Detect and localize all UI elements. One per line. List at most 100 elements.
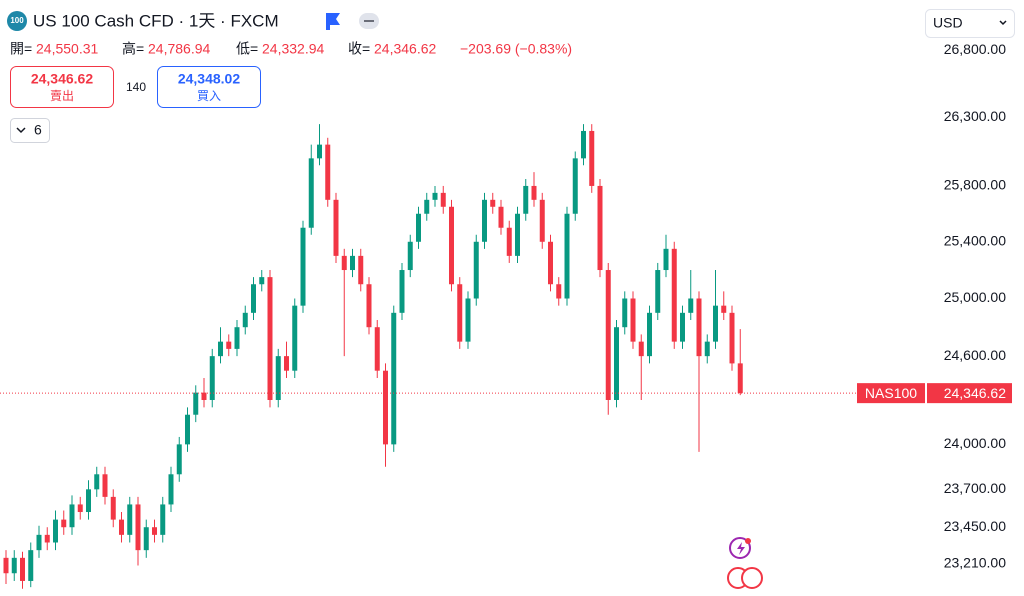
candle-body: [572, 158, 578, 214]
candle-body: [61, 519, 67, 528]
chevron: [999, 20, 1007, 26]
candle-body: [160, 504, 166, 535]
candle-body: [152, 527, 157, 535]
symbol-title[interactable]: US 100 Cash CFD · 1天 · FXCM: [33, 11, 279, 30]
candle-body: [506, 227, 512, 256]
candle-body: [325, 144, 331, 200]
candle-body: [737, 363, 743, 394]
candle-body: [729, 312, 735, 364]
low-label: 低=: [236, 41, 258, 57]
candle-body: [432, 192, 438, 200]
candle-body: [383, 370, 388, 445]
candle-body: [300, 227, 306, 306]
candle-body: [44, 534, 50, 543]
candle-body: [605, 270, 611, 400]
badge-text: 100: [10, 16, 24, 25]
candle-body: [457, 284, 463, 342]
candle-body: [143, 527, 149, 551]
spread: 140: [126, 80, 146, 94]
y-tick-label: 24,000.00: [944, 435, 1006, 451]
candle-body: [539, 199, 545, 242]
candle-body: [119, 519, 124, 535]
y-tick-label: 25,400.00: [944, 232, 1006, 248]
candle-body: [449, 206, 454, 285]
candle-body: [127, 504, 133, 535]
candle-body: [242, 312, 248, 328]
y-tick-label: 23,700.00: [944, 480, 1006, 496]
indicator-count: 6: [34, 122, 42, 138]
candle-body: [490, 199, 496, 207]
y-tick-label: 23,450.00: [944, 518, 1006, 534]
candle-body: [655, 270, 661, 313]
currency: USD: [933, 15, 963, 31]
sell-button[interactable]: [10, 66, 114, 108]
candle-body: [581, 130, 586, 159]
candle-body: [548, 241, 553, 285]
candle-body: [251, 284, 256, 313]
candle-body: [399, 270, 405, 313]
candle-body: [292, 305, 298, 371]
candle-body: [209, 356, 215, 400]
candle-body: [36, 534, 42, 551]
candle-body: [358, 255, 364, 285]
candle-body: [110, 496, 116, 520]
candle-body: [168, 474, 174, 505]
candle-body: [350, 255, 355, 271]
candle-body: [341, 255, 347, 271]
candle-body: [333, 199, 339, 256]
price-tag-text: 24,346.62: [944, 385, 1006, 401]
candle-body: [135, 504, 141, 551]
indicator-toggle[interactable]: [10, 118, 50, 143]
candle-body: [374, 327, 380, 371]
candle-body: [226, 341, 232, 349]
candle-body: [688, 298, 694, 313]
candle-body: [366, 284, 372, 328]
candle-body: [20, 557, 25, 581]
change-value: −203.69 (−0.83%): [460, 41, 572, 57]
flag-icon[interactable]: [326, 13, 340, 30]
candle-body: [465, 298, 471, 342]
high-value: 24,786.94: [148, 41, 210, 57]
candle-body: [416, 213, 421, 242]
candle-body: [523, 185, 529, 214]
buy-price: 24,348.02: [178, 71, 240, 87]
flag-event[interactable]: [741, 567, 763, 589]
open-value: 24,550.31: [36, 41, 98, 57]
candle-body: [407, 241, 413, 271]
candle-body: [391, 312, 397, 445]
y-tick-label: 26,300.00: [944, 108, 1006, 124]
candle-body: [680, 312, 685, 342]
candle-body: [515, 213, 520, 256]
close-value: 24,346.62: [374, 41, 436, 57]
bolt: [737, 542, 745, 555]
currency-select[interactable]: [925, 9, 1015, 38]
candle-body: [86, 489, 91, 513]
candle-body: [622, 298, 628, 328]
candle-body: [176, 444, 182, 475]
candle-body: [589, 130, 595, 186]
candle-body: [556, 284, 562, 299]
candle-body: [638, 341, 644, 357]
candle-body: [424, 199, 430, 214]
plot-area: 23,210.00 23,450.00 23,700.00 24,000.00 24,6…: [0, 41, 1012, 589]
candle-body: [663, 248, 669, 271]
candle-body: [259, 277, 265, 285]
y-tick-label: 25,000.00: [944, 289, 1006, 305]
buy-label: 買入: [197, 89, 221, 103]
candle-body: [564, 213, 570, 299]
candle-body: [671, 248, 677, 342]
y-tick-label: 23,210.00: [944, 555, 1006, 571]
price-tag: [927, 383, 1012, 404]
candle-body: [498, 206, 504, 228]
candle-body: [440, 192, 446, 207]
candle-body: [284, 356, 289, 371]
candle-body: [11, 557, 17, 574]
y-tick-label: 24,600.00: [944, 347, 1006, 363]
buy-button[interactable]: [157, 66, 261, 108]
event-dot: [745, 538, 751, 544]
candle-body: [614, 327, 619, 400]
y-tick-label: 26,800.00: [944, 41, 1006, 57]
candle-body: [218, 341, 223, 357]
candle-body: [28, 550, 34, 581]
